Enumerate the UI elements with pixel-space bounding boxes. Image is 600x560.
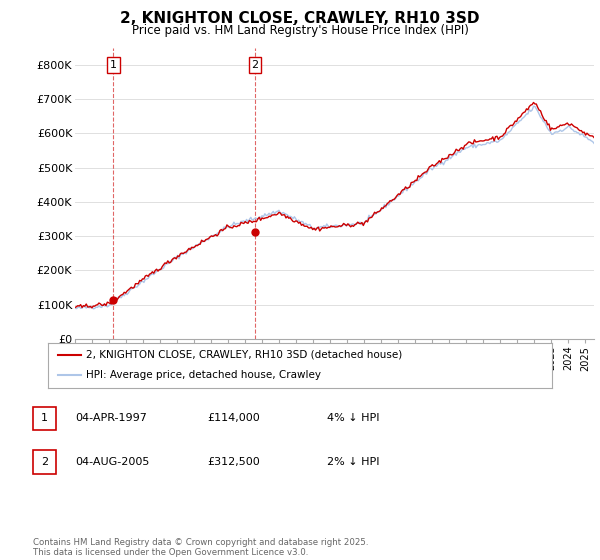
Text: 2% ↓ HPI: 2% ↓ HPI — [327, 457, 380, 467]
Text: 1: 1 — [110, 60, 117, 70]
Text: 2, KNIGHTON CLOSE, CRAWLEY, RH10 3SD (detached house): 2, KNIGHTON CLOSE, CRAWLEY, RH10 3SD (de… — [86, 350, 402, 360]
Text: 04-AUG-2005: 04-AUG-2005 — [75, 457, 149, 467]
Text: 4% ↓ HPI: 4% ↓ HPI — [327, 413, 380, 423]
Text: Price paid vs. HM Land Registry's House Price Index (HPI): Price paid vs. HM Land Registry's House … — [131, 24, 469, 36]
Text: 2: 2 — [41, 457, 48, 467]
Text: 2, KNIGHTON CLOSE, CRAWLEY, RH10 3SD: 2, KNIGHTON CLOSE, CRAWLEY, RH10 3SD — [120, 11, 480, 26]
Text: 04-APR-1997: 04-APR-1997 — [75, 413, 147, 423]
Text: Contains HM Land Registry data © Crown copyright and database right 2025.
This d: Contains HM Land Registry data © Crown c… — [33, 538, 368, 557]
Text: £114,000: £114,000 — [207, 413, 260, 423]
Text: 1: 1 — [41, 413, 48, 423]
Text: HPI: Average price, detached house, Crawley: HPI: Average price, detached house, Craw… — [86, 370, 321, 380]
Text: £312,500: £312,500 — [207, 457, 260, 467]
Text: 2: 2 — [251, 60, 259, 70]
